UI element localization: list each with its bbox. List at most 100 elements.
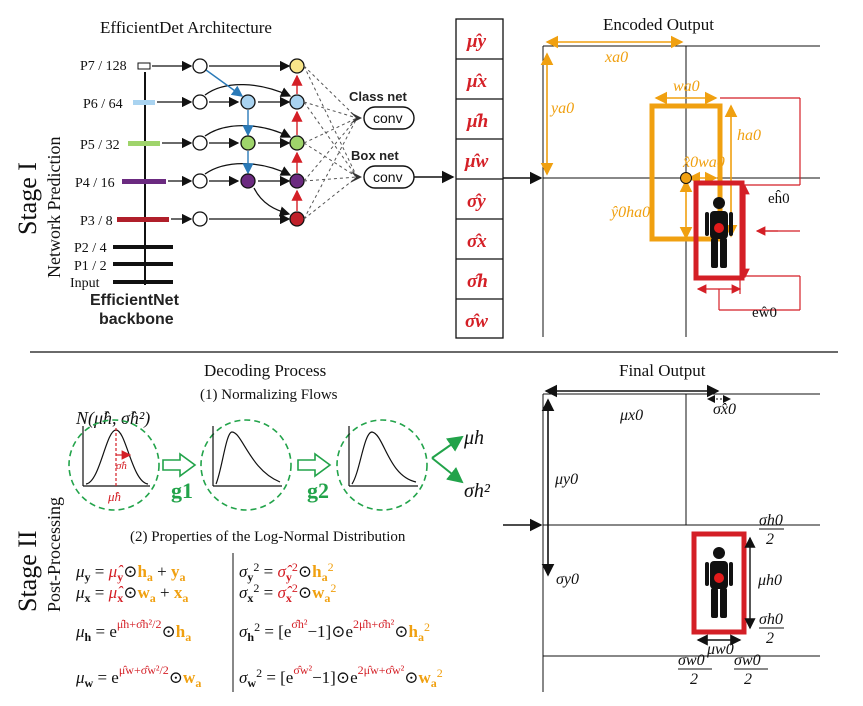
class-net-fan-icon [350,112,362,124]
sigma-h-output: σh² [464,480,491,502]
encoded-red-lines [696,97,801,311]
final-frame [542,393,820,692]
enc-label-ha: ha0 [737,127,761,144]
level-label-p1: P1 / 2 [74,259,107,274]
svg-text:μy = μ̂y⊙ha + ya: μy = μ̂y⊙ha + ya [75,562,186,584]
class-net-label: Class net [349,89,407,104]
enc-label-eh: eĥ0 [768,190,790,207]
stage1-sublabel: Network Prediction [44,137,64,278]
final-label-sh-top-den: 2 [766,531,774,548]
final-label-sw-right-den: 2 [744,671,752,688]
box-conv-label: conv [373,169,403,185]
bar-input [113,280,173,284]
mu-h-output: μh [463,427,484,449]
final-label-sx: σ̂x0 [713,401,736,418]
final-label-muh: μh0 [757,572,782,589]
output-mu-w: μ̂w [464,151,489,172]
bar-p3 [117,217,169,222]
backbone-label-1: EfficientNet [90,292,180,309]
output-sigma-h: σ̂h [467,271,488,292]
formulas: μy = μ̂y⊙ha + ya μx = μ̂x⊙wa + xa μh = e… [75,560,443,690]
svg-text:μh = eμ̂h+σ̂h²/2⊙ha: μh = eμ̂h+σ̂h²/2⊙ha [75,617,191,644]
backbone-label-2: backbone [99,311,174,328]
output-sigma-x: σ̂x [467,231,487,252]
flow-arrow-2 [297,452,332,478]
svg-text:μw = eμ̂w+σ̂w²/2⊙wa: μw = eμ̂w+σ̂w²/2⊙wa [75,663,201,690]
level-label-p2: P2 / 4 [74,241,107,256]
enc-label-xw: x̂0wa0 [682,154,725,171]
topdown-edges [205,69,254,175]
output-mu-y: μ̂y [466,31,487,52]
final-label-muw: μw0 [706,641,734,658]
enc-label-wa: wa0 [673,78,700,95]
level-label-p7: P7 / 128 [80,59,127,74]
svg-text:μx = μ̂x⊙wa + xa: μx = μ̂x⊙wa + xa [75,583,188,605]
person-icon [705,197,733,268]
bar-p4 [122,179,166,184]
bar-p6 [133,100,155,105]
final-bbox [691,531,747,635]
distribution-curves [82,426,418,487]
enc-label-yh: ŷ0ha0 [609,204,650,221]
bifpn-nodes [192,58,305,227]
final-title: Final Output [619,361,706,380]
flow-arrow-1 [162,452,197,478]
head-connections [303,65,358,220]
step1-label: (1) Normalizing Flows [200,387,338,403]
bar-p1 [113,262,173,266]
level-label-p4: P4 / 16 [75,176,115,191]
g2-label: g2 [307,478,329,503]
final-label-sh-bot-den: 2 [766,630,774,647]
stage2-sublabel: Post-Processing [44,497,64,612]
level-label-input: Input [70,276,100,291]
output-sigma-w: σ̂w [465,311,488,332]
g1-label: g1 [171,478,193,503]
step2-label: (2) Properties of the Log-Normal Distrib… [130,529,406,545]
anchor-box [649,103,723,242]
stage2-label: Stage II [13,530,42,612]
final-label-sw-left: σw0 [678,652,705,669]
enc-label-ya: ya0 [549,100,574,117]
final-label-sh-bot: σh0 [759,611,783,628]
svg-text:σx2 = σ̂x2⊙wa2: σx2 = σ̂x2⊙wa2 [239,581,336,605]
sigma-h-label: σ̂h [116,460,127,472]
svg-text:σy2 = σ̂y2⊙ha2: σy2 = σ̂y2⊙ha2 [239,560,334,584]
svg-text:σw2 = [eσ̂w²−1]⊙e2μ̂w+σ̂w²⊙wa2: σw2 = [eσ̂w²−1]⊙e2μ̂w+σ̂w²⊙wa2 [239,663,443,690]
normal-label: N(μ̂h, σ̂h²) [75,408,150,429]
level-label-p6: P6 / 64 [83,97,123,112]
enc-label-ew: eŵ0 [752,305,777,321]
enc-label-xa: xa0 [604,49,628,66]
final-label-sy: σy0 [556,571,579,588]
final-label-sw-right: σw0 [734,652,761,669]
output-sigma-y: σ̂y [467,191,486,212]
encoded-title: Encoded Output [603,15,714,34]
flow-circle-3 [336,419,428,511]
bar-p2 [113,245,173,249]
final-label-sh-top: σh0 [759,512,783,529]
flow-circle-1 [68,419,160,511]
mu-h-label: μ̂h [107,489,121,504]
class-conv-box [363,106,415,130]
stage1-label: Stage I [13,162,42,235]
arch-title: EfficientDet Architecture [100,18,272,37]
anchor-center-dot [680,172,692,184]
final-label-muy: μy0 [554,471,578,488]
box-net-fan-icon [350,171,362,183]
level-label-p5: P5 / 32 [80,138,120,153]
output-mu-h: μ̂h [466,111,488,132]
final-label-sw-left-den: 2 [690,671,698,688]
final-label-mux: μx0 [619,407,643,424]
fraction-bars [678,528,784,670]
out-arrow-mu [431,435,464,459]
out-arrow-sigma [431,457,464,484]
box-net-label: Box net [351,148,399,163]
class-conv-label: conv [373,110,403,126]
decoding-title: Decoding Process [204,361,326,380]
final-person-icon [705,547,733,618]
output-mu-x: μ̂x [466,71,488,92]
level-label-p3: P3 / 8 [80,214,113,229]
output-dividers [456,58,503,300]
bar-p7 [137,62,151,70]
svg-text:σh2 = [eσ̂h²−1]⊙e2μ̂h+σ̂h²⊙ha2: σh2 = [eσ̂h²−1]⊙e2μ̂h+σ̂h²⊙ha2 [239,617,430,644]
